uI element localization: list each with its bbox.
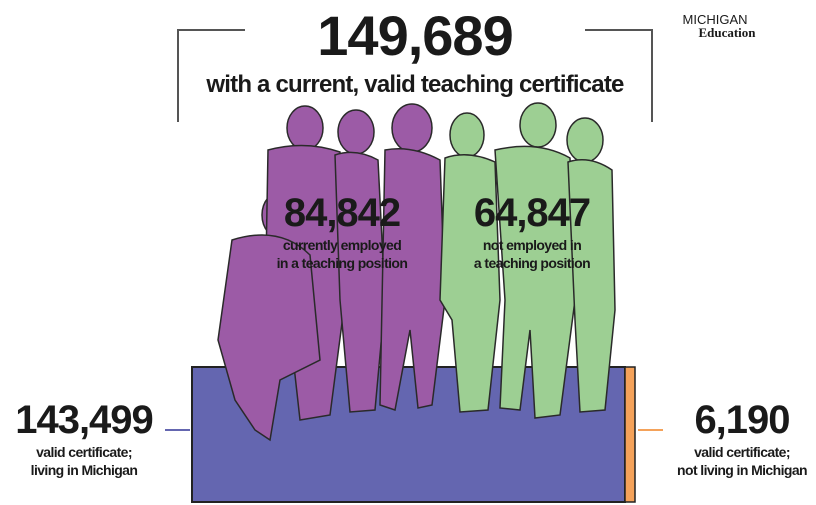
in-state-number: 143,499: [15, 398, 153, 442]
employed-label: currently employed: [283, 237, 401, 253]
not-employed-label: a teaching position: [474, 255, 590, 271]
out-of-state-label: not living in Michigan: [677, 462, 807, 478]
logo-state: MICHIGAN: [683, 12, 748, 27]
not-employed-label: not employed in: [483, 237, 581, 253]
employed-figures: [217, 103, 446, 442]
logo-department: Education: [698, 25, 756, 40]
in-state-label: valid certificate;: [36, 444, 132, 460]
in-state-label: living in Michigan: [31, 462, 138, 478]
total-number: 149,689: [317, 4, 512, 67]
out-of-state-number: 6,190: [694, 398, 789, 442]
bracket: [177, 29, 653, 122]
employed-label: in a teaching position: [277, 255, 408, 271]
out-of-state-box: [624, 366, 636, 503]
not-employed-figures: [439, 102, 616, 419]
not-employed-number: 64,847: [474, 191, 590, 235]
out-of-state-label: valid certificate;: [694, 444, 790, 460]
employed-number: 84,842: [284, 191, 400, 235]
subtitle: with a current, valid teaching certifica…: [205, 71, 624, 98]
